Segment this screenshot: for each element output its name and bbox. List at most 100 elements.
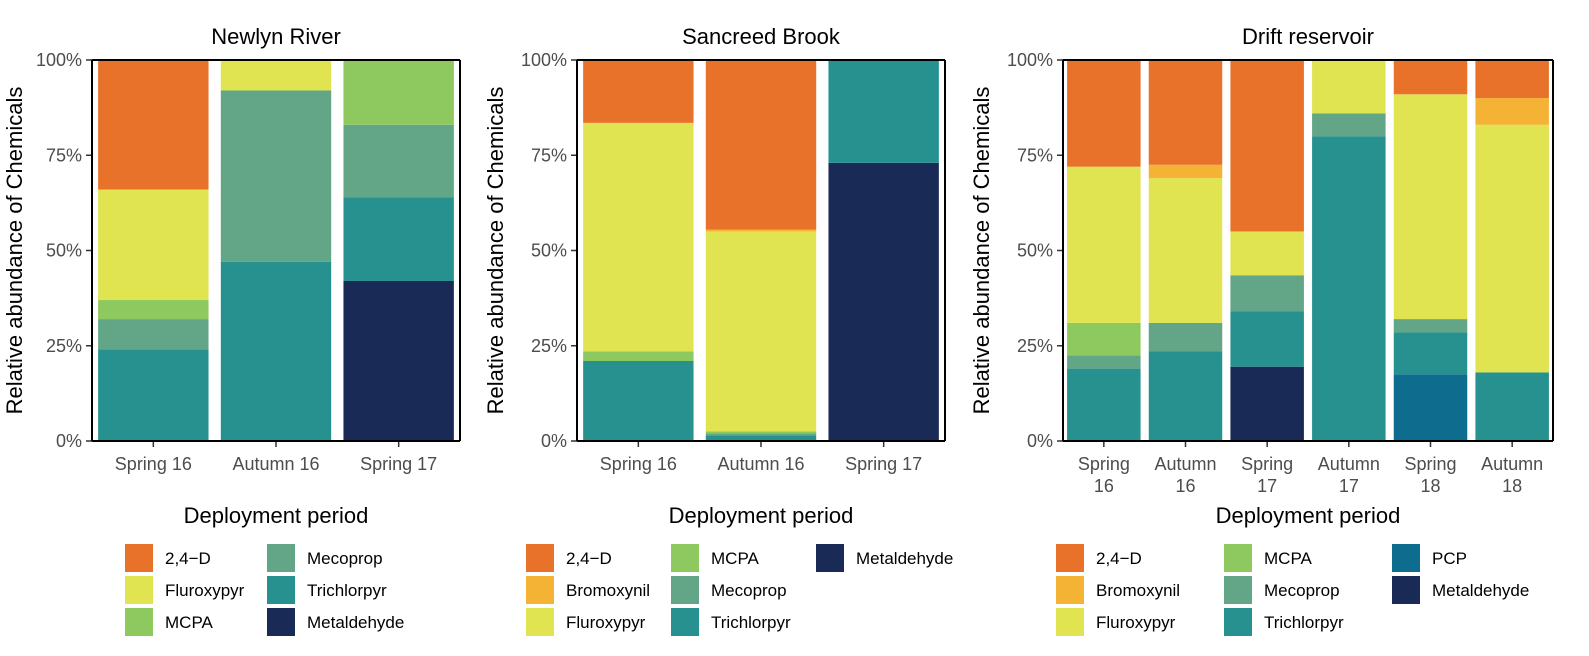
bar-segment-bromoxynil (1475, 98, 1549, 125)
y-tick-label: 25% (46, 336, 82, 356)
legend-label: Mecoprop (307, 549, 383, 568)
y-tick-label: 0% (541, 431, 567, 451)
bar-segment-mecoprop (1312, 113, 1386, 137)
legend-label: 2,4−D (566, 549, 612, 568)
bar-segment-trichlorpyr (1475, 372, 1549, 441)
x-tick-label: Autumn 17 (1318, 454, 1380, 496)
y-tick-label: 50% (531, 241, 567, 261)
bar-segment-2-4-d (1393, 60, 1468, 95)
legend-label: Fluroxypyr (566, 613, 646, 632)
bar-segment-2-4-d (1148, 60, 1223, 165)
bar-segment-2-4-d (1067, 60, 1141, 167)
bar-segment-mecoprop (1393, 319, 1468, 333)
legend-key-mecoprop (267, 544, 295, 572)
legend-label: Metaldehyde (1432, 581, 1529, 600)
legend-label: 2,4−D (165, 549, 211, 568)
y-tick-label: 50% (1017, 241, 1053, 261)
bar-segment-trichlorpyr (1148, 351, 1223, 441)
y-tick-label: 100% (521, 50, 567, 70)
bar-segment-mecoprop (343, 124, 454, 198)
y-tick-label: 0% (1027, 431, 1053, 451)
legend-key-2-4-d (1056, 544, 1084, 572)
x-tick-label: Spring 16 (600, 454, 677, 474)
legend-label: Fluroxypyr (165, 581, 245, 600)
bar-segment-trichlorpyr (1067, 368, 1141, 441)
bar-segment-bromoxynil (1148, 164, 1223, 179)
bar-segment-mecoprop (1230, 275, 1304, 312)
bar-segment-fluroxypyr (1067, 166, 1141, 323)
legend-key-mcpa (671, 544, 699, 572)
legend-label: Metaldehyde (856, 549, 953, 568)
bar-segment-fluroxypyr (1148, 178, 1223, 323)
bar-segment-2-4-d (583, 60, 694, 123)
bar-segment-trichlorpyr (220, 261, 332, 441)
chart-title: Drift reservoir (1242, 24, 1374, 49)
bar-segment-trichlorpyr (583, 360, 694, 441)
legend-key-fluroxypyr (1056, 608, 1084, 636)
legend-key-fluroxypyr (125, 576, 153, 604)
x-axis-label: Deployment period (669, 503, 854, 528)
legend-key-mcpa (125, 608, 153, 636)
legend-label: 2,4−D (1096, 549, 1142, 568)
bar-segment-pcp (1393, 374, 1468, 441)
y-tick-label: 25% (531, 336, 567, 356)
bar-segment-fluroxypyr (1475, 124, 1549, 373)
x-axis-label: Deployment period (1216, 503, 1401, 528)
bar-segment-mcpa (583, 351, 694, 361)
legend-label: Bromoxynil (1096, 581, 1180, 600)
legend-label: Trichlorpyr (1264, 613, 1344, 632)
bar-segment-metaldehyde (828, 162, 939, 441)
bar-segment-trichlorpyr (98, 349, 209, 441)
y-tick-label: 25% (1017, 336, 1053, 356)
y-tick-label: 100% (1007, 50, 1053, 70)
legend-key-metaldehyde (816, 544, 844, 572)
y-axis-label: Relative abundance of Chemicals (2, 87, 27, 415)
legend-key-metaldehyde (1392, 576, 1420, 604)
legend-label: Mecoprop (711, 581, 787, 600)
x-tick-label: Autumn 16 (1154, 454, 1216, 496)
bar-segment-mecoprop (705, 433, 817, 436)
y-tick-label: 75% (531, 145, 567, 165)
legend-label: Trichlorpyr (307, 581, 387, 600)
legend-key-2-4-d (125, 544, 153, 572)
y-tick-label: 75% (1017, 145, 1053, 165)
legend-key-mcpa (1224, 544, 1252, 572)
bar-segment-fluroxypyr (98, 189, 209, 301)
panel-sancreed-brook: Sancreed Brook Relative abundance of Chem… (483, 24, 953, 636)
x-tick-label: Spring 18 (1404, 454, 1456, 496)
x-tick-label: Spring 16 (115, 454, 192, 474)
legend-label: Bromoxynil (566, 581, 650, 600)
bar-segment-2-4-d (98, 60, 209, 190)
panel-newlyn-river: Newlyn River Relative abundance of Chemic… (2, 24, 461, 636)
legend-label: MCPA (1264, 549, 1313, 568)
bar-segment-trichlorpyr (1393, 332, 1468, 375)
legend-key-trichlorpyr (1224, 608, 1252, 636)
bar-segment-2-4-d (705, 60, 817, 230)
legend-key-fluroxypyr (526, 608, 554, 636)
bar-segment-fluroxypyr (705, 231, 817, 432)
bar-segment-mecoprop (1067, 355, 1141, 369)
legend-key-trichlorpyr (267, 576, 295, 604)
x-tick-label: Spring 16 (1078, 454, 1130, 496)
y-tick-label: 100% (36, 50, 82, 70)
x-tick-label: Autumn 18 (1481, 454, 1543, 496)
bar-segment-fluroxypyr (583, 122, 694, 352)
bar-segment-mcpa (705, 431, 817, 434)
legend-key-metaldehyde (267, 608, 295, 636)
bar-segment-2-4-d (1475, 60, 1549, 99)
legend-label: MCPA (165, 613, 214, 632)
y-tick-label: 75% (46, 145, 82, 165)
bar-segment-metaldehyde (1230, 366, 1304, 441)
legend-label: Trichlorpyr (711, 613, 791, 632)
y-tick-label: 0% (56, 431, 82, 451)
bar-segment-trichlorpyr (828, 60, 939, 163)
bar-segment-fluroxypyr (220, 60, 332, 91)
legend-label: Mecoprop (1264, 581, 1340, 600)
x-tick-label: Autumn 16 (717, 454, 804, 474)
bar-segment-trichlorpyr (705, 435, 817, 441)
bar-segment-mecoprop (98, 319, 209, 350)
y-axis-label: Relative abundance of Chemicals (969, 87, 994, 415)
bar-segment-trichlorpyr (1312, 136, 1386, 441)
x-axis-label: Deployment period (184, 503, 369, 528)
